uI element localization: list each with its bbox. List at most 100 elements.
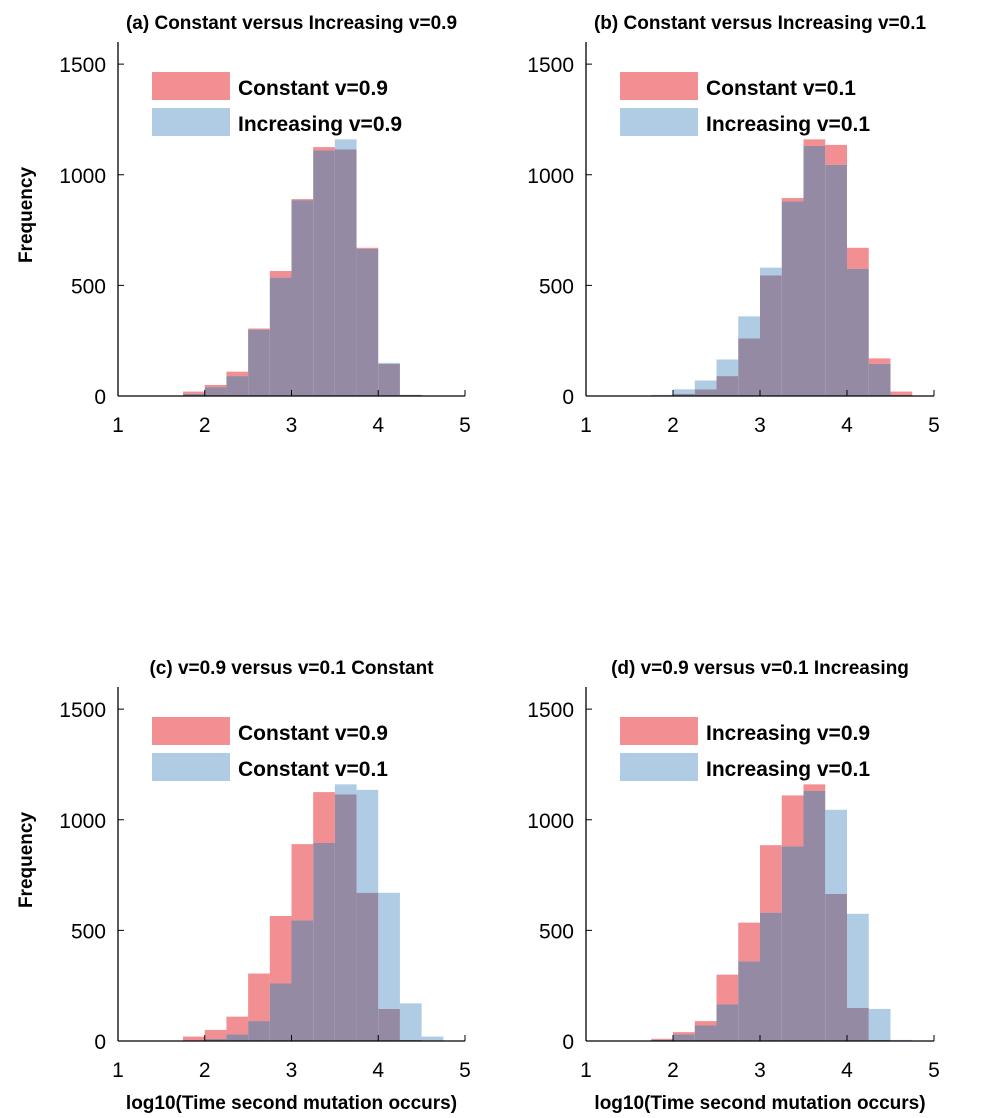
bar-overlap <box>313 150 335 396</box>
chart-title: (a) Constant versus Increasing v=0.9 <box>126 13 457 34</box>
y-tick-label: 0 <box>94 1031 106 1054</box>
legend-swatch-series-1 <box>152 72 230 100</box>
y-tick-label: 500 <box>539 920 574 943</box>
bar-overlap <box>825 893 847 1041</box>
bar-overlap <box>183 393 205 396</box>
histogram-panel-3: 1 2 3 4 5 0 500 1000 1500 (c) v=0.9 versus v=0.1 … <box>16 658 471 1114</box>
legend-label: Constant v=0.1 <box>238 758 388 781</box>
bar-series-1 <box>313 792 335 843</box>
legend-label: Increasing v=0.9 <box>706 722 870 745</box>
bar-overlap <box>694 389 717 396</box>
chart-title: (d) v=0.9 versus v=0.1 Increasing <box>611 658 909 679</box>
y-tick-label: 1500 <box>527 54 574 77</box>
bar-series-1 <box>248 973 270 1022</box>
chart-title: (b) Constant versus Increasing v=0.1 <box>594 13 927 34</box>
y-tick-label: 0 <box>94 386 106 409</box>
x-tick-label: 4 <box>372 1059 384 1082</box>
bar-series-1 <box>291 844 314 921</box>
x-tick-label: 4 <box>841 414 853 437</box>
bar-overlap <box>291 200 314 396</box>
x-axis-label: log10(Time second mutation occurs) <box>594 1093 925 1114</box>
y-tick-label: 1500 <box>59 54 106 77</box>
x-tick-label: 2 <box>199 414 211 437</box>
bar-overlap <box>868 363 891 396</box>
y-tick-label: 1000 <box>59 165 106 188</box>
bar-overlap <box>334 794 357 1041</box>
bar-overlap <box>248 329 270 396</box>
y-axis-label: Frequency <box>16 812 37 909</box>
bar-series-1 <box>673 1032 695 1035</box>
legend-swatch-series-2 <box>152 753 230 781</box>
bar-overlap <box>694 1025 717 1041</box>
bar-overlap <box>378 1008 400 1041</box>
bar-overlap <box>269 277 292 396</box>
bar-series-1 <box>890 391 913 395</box>
chart-title: (c) v=0.9 versus v=0.1 Constant <box>149 658 434 679</box>
bar-overlap <box>847 268 869 396</box>
bar-overlap <box>204 1038 227 1041</box>
bar-series-2 <box>399 1003 422 1040</box>
bar-series-2 <box>868 1008 891 1040</box>
bar-overlap <box>781 201 804 396</box>
legend-label: Increasing v=0.1 <box>706 113 870 136</box>
y-tick-label: 0 <box>562 386 574 409</box>
y-axis-label: Frequency <box>16 167 37 264</box>
legend-label: Constant v=0.9 <box>238 77 388 100</box>
y-tick-label: 500 <box>71 920 106 943</box>
y-tick-label: 1000 <box>59 810 106 833</box>
legend-swatch-series-2 <box>620 108 698 136</box>
bar-series-1 <box>226 1016 249 1035</box>
bar-overlap <box>803 790 826 1041</box>
bar-series-1 <box>825 144 847 165</box>
bar-overlap <box>248 1021 270 1041</box>
bar-overlap <box>760 912 782 1041</box>
bar-series-1 <box>313 147 335 151</box>
y-tick-label: 500 <box>539 275 574 298</box>
y-tick-label: 1500 <box>527 699 574 722</box>
bar-series-2 <box>847 913 869 1008</box>
bar-overlap <box>803 145 826 396</box>
bar-series-1 <box>204 384 227 388</box>
x-tick-label: 1 <box>112 414 124 437</box>
bar-series-1 <box>269 915 292 984</box>
legend-swatch-series-1 <box>152 717 230 745</box>
x-tick-label: 1 <box>580 1059 592 1082</box>
bar-overlap <box>825 164 847 396</box>
bar-series-2 <box>694 380 717 390</box>
bar-overlap <box>356 892 379 1041</box>
x-tick-label: 1 <box>112 1059 124 1082</box>
bar-overlap <box>378 363 400 396</box>
x-tick-label: 5 <box>459 1059 471 1082</box>
x-tick-label: 3 <box>754 1059 766 1082</box>
bar-series-2 <box>738 316 760 339</box>
bar-series-1 <box>847 247 869 269</box>
bar-series-1 <box>716 974 739 1005</box>
bar-overlap <box>716 1004 739 1041</box>
x-tick-label: 3 <box>286 1059 298 1082</box>
bar-overlap <box>334 149 357 396</box>
x-axis-label: log10(Time second mutation occurs) <box>126 1093 457 1114</box>
y-tick-label: 0 <box>562 1031 574 1054</box>
legend-swatch-series-2 <box>152 108 230 136</box>
bar-series-1 <box>183 391 205 394</box>
x-tick-label: 4 <box>372 414 384 437</box>
bar-series-1 <box>204 1029 227 1039</box>
bar-series-1 <box>356 247 379 249</box>
x-tick-label: 5 <box>459 414 471 437</box>
bar-series-2 <box>378 892 400 1009</box>
bar-series-2 <box>760 267 782 276</box>
legend-swatch-series-2 <box>620 753 698 781</box>
bar-overlap <box>716 376 739 396</box>
legend-label: Increasing v=0.1 <box>706 758 870 781</box>
histogram-panel-1: 1 2 3 4 5 0 500 1000 1500 (a) Constant versus Inc… <box>16 13 471 437</box>
bar-series-1 <box>694 1021 717 1026</box>
bar-overlap <box>673 1034 695 1041</box>
y-tick-label: 1000 <box>527 810 574 833</box>
bar-overlap <box>204 387 227 396</box>
bar-series-1 <box>781 795 804 847</box>
bar-series-1 <box>248 328 270 330</box>
x-tick-label: 2 <box>667 1059 679 1082</box>
bar-overlap <box>226 1034 249 1041</box>
x-tick-label: 5 <box>928 414 940 437</box>
legend-label: Constant v=0.1 <box>706 77 856 100</box>
